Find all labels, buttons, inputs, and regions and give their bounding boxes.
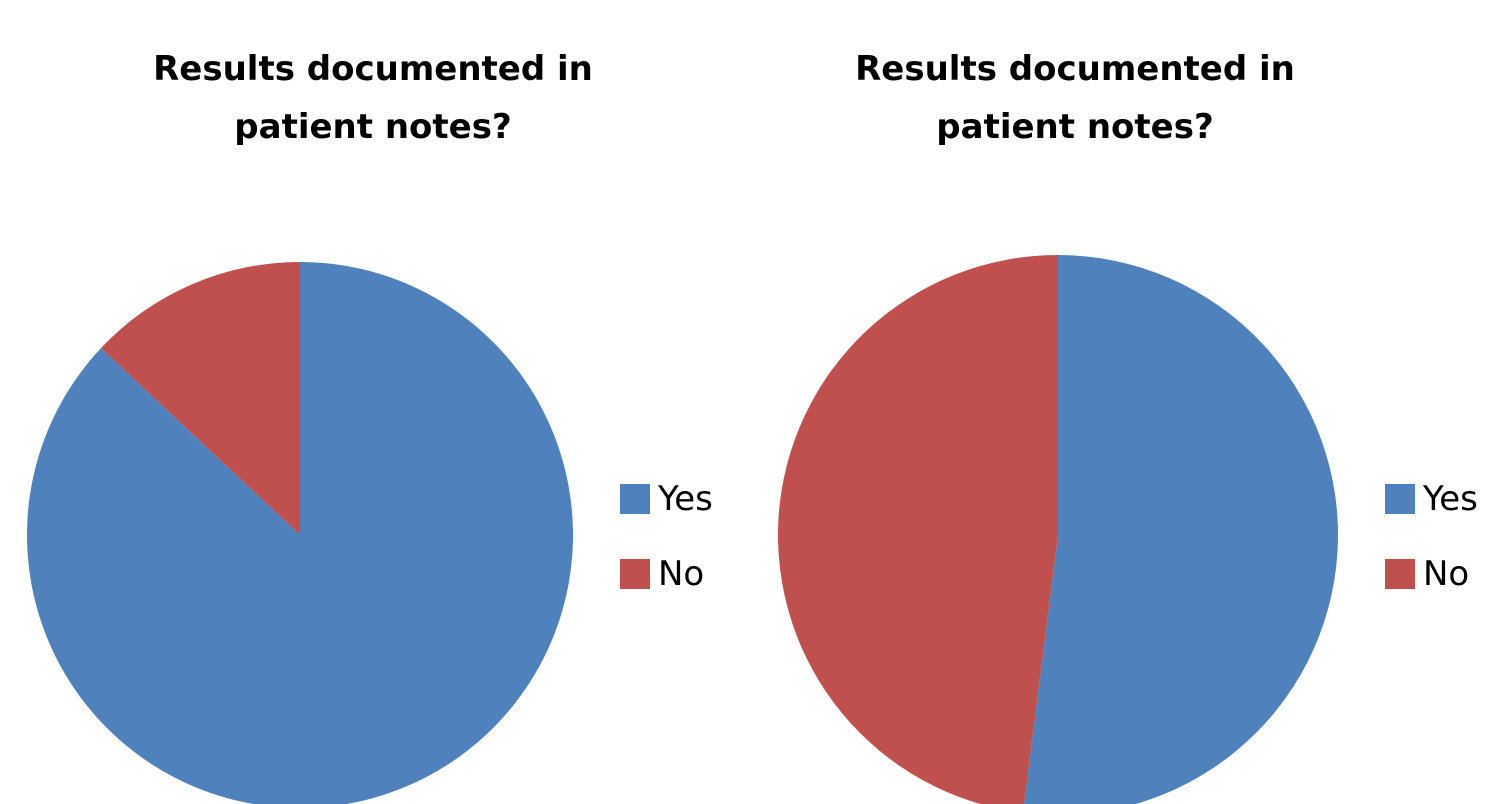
legend-swatch (620, 483, 650, 514)
chart-title: Results documented in patient notes? (855, 49, 1295, 147)
legend-item: No (1385, 536, 1478, 611)
pie-slice (27, 262, 573, 804)
legend-label: No (658, 553, 705, 594)
legend-item: No (620, 536, 713, 611)
legend-label: Yes (1423, 478, 1478, 519)
legend-label: Yes (658, 478, 713, 519)
legend-item: Yes (1385, 461, 1478, 536)
pie-slice (1024, 255, 1338, 804)
legend-swatch (1385, 558, 1415, 589)
legend-swatch (620, 558, 650, 589)
legend-label: No (1423, 553, 1470, 594)
legend-item: Yes (620, 461, 713, 536)
legend: Yes No (1385, 461, 1478, 611)
legend-swatch (1385, 483, 1415, 514)
pie-slice (778, 255, 1058, 804)
legend: Yes No (620, 461, 713, 611)
pie-slice (100, 262, 300, 535)
chart-title: Results documented in patient notes? (153, 49, 593, 147)
